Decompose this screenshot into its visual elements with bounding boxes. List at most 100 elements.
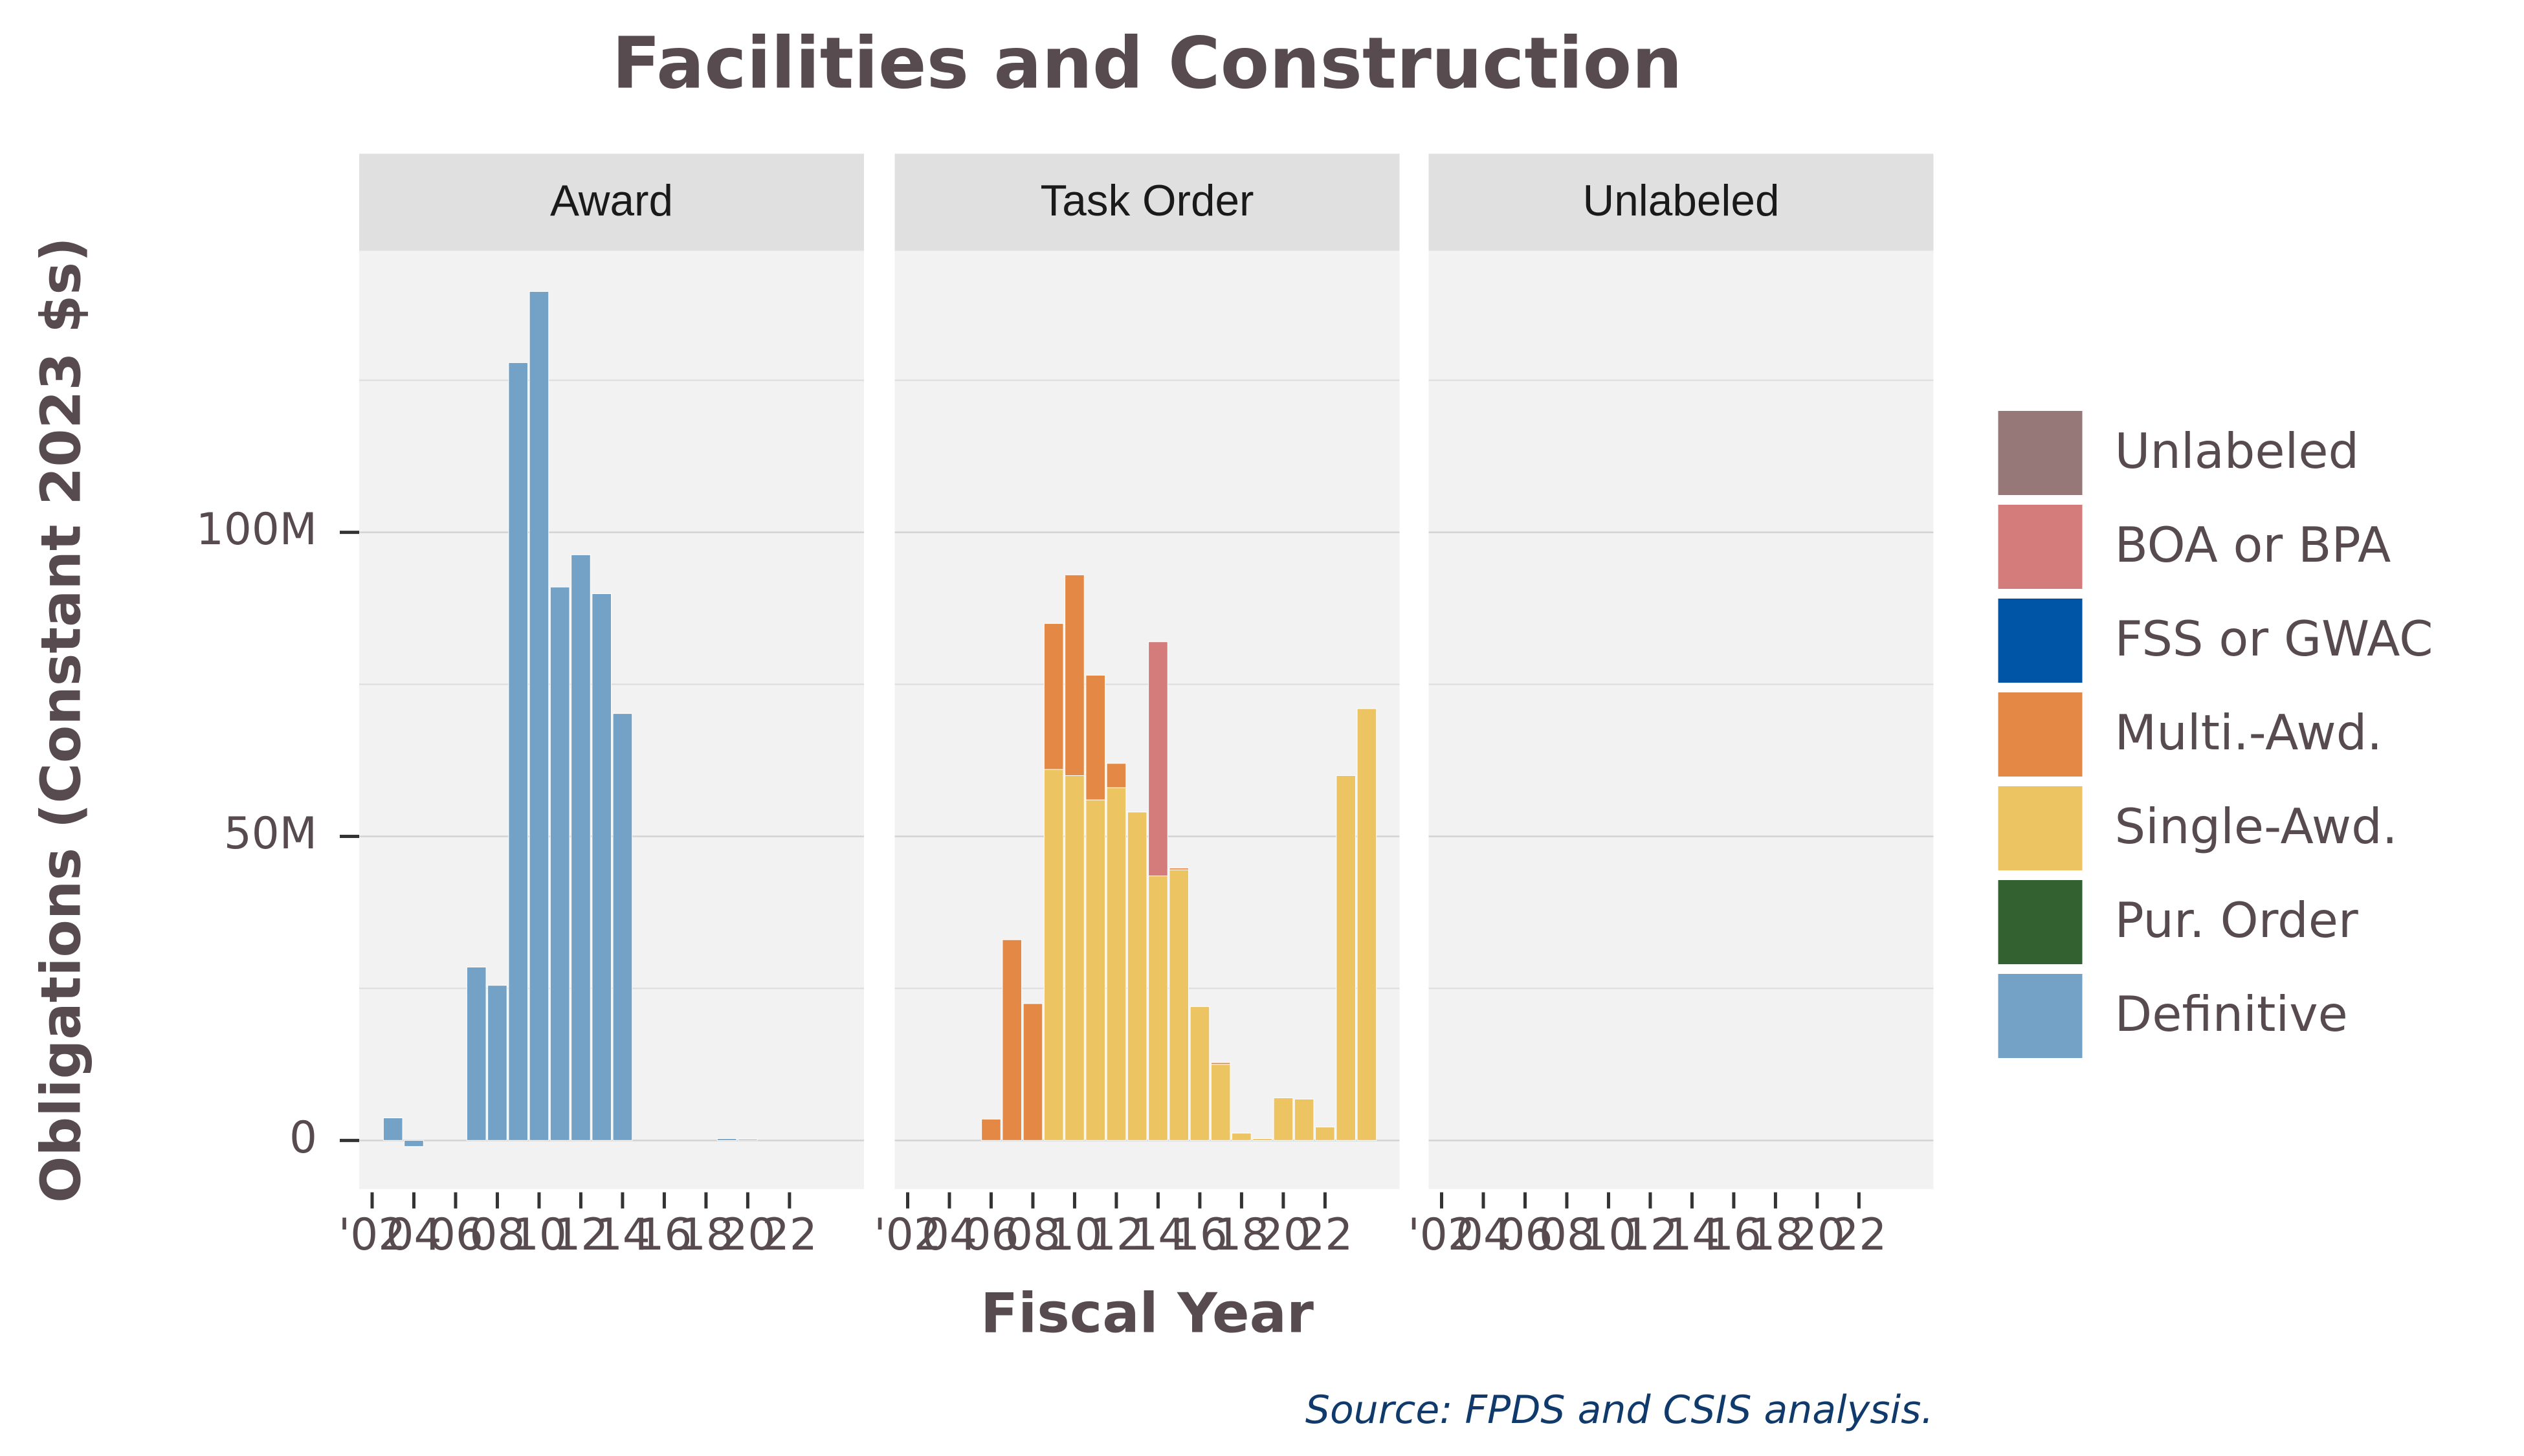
x-tick-label: 08	[1539, 1209, 1595, 1260]
legend-label: Pur. Order	[2115, 892, 2358, 949]
bar	[1252, 1138, 1272, 1141]
bar	[1210, 1064, 1231, 1141]
x-tick-label: 18	[1213, 1209, 1269, 1260]
bar	[1127, 811, 1147, 1141]
bar	[1002, 939, 1023, 1141]
x-tick-label: '02	[338, 1209, 406, 1260]
bar	[716, 1138, 737, 1141]
x-tick-label: 20	[720, 1209, 775, 1260]
x-tick-label: 16	[1172, 1209, 1228, 1260]
x-tick-label: 20	[1256, 1209, 1311, 1260]
legend-key	[1995, 408, 2086, 498]
legend-key	[1995, 502, 2086, 592]
facet-label: Unlabeled	[1583, 177, 1780, 225]
bar	[592, 593, 612, 1141]
y-tick-label: 50M	[224, 808, 317, 859]
bar	[1210, 1062, 1231, 1065]
bar	[612, 713, 633, 1141]
y-axis-title: Obligations (Constant 2023 $s)	[29, 237, 93, 1203]
bar	[487, 985, 507, 1141]
x-tick-label: 10	[1580, 1209, 1636, 1260]
x-tick-label: 16	[1706, 1209, 1762, 1260]
bar	[1065, 775, 1085, 1141]
x-tick-label: 10	[1046, 1209, 1102, 1260]
x-tick-label: 14	[1130, 1209, 1186, 1260]
legend-key	[1995, 689, 2086, 780]
x-tick-label: 04	[386, 1209, 442, 1260]
bar	[1023, 1003, 1043, 1141]
facet-strip	[359, 153, 864, 251]
bar	[1169, 867, 1190, 870]
chart-title: Facilities and Construction	[612, 21, 1682, 104]
legend-label: BOA or BPA	[2115, 516, 2391, 573]
bar	[1232, 1132, 1252, 1141]
bar	[466, 966, 487, 1141]
x-tick-label: 22	[1297, 1209, 1353, 1260]
x-tick-label: 08	[1005, 1209, 1061, 1260]
legend-label: Unlabeled	[2115, 423, 2360, 480]
bar	[549, 586, 570, 1141]
facet-label: Task Order	[1040, 177, 1254, 225]
legend-key	[1995, 783, 2086, 874]
bar	[1043, 769, 1064, 1141]
bar	[1294, 1098, 1314, 1141]
x-tick-label: 20	[1789, 1209, 1845, 1260]
x-tick-label: 08	[470, 1209, 526, 1260]
y-tick-label: 100M	[196, 503, 317, 555]
legend-label: Definitive	[2115, 986, 2348, 1042]
bar	[1336, 775, 1356, 1141]
x-tick-label: 06	[1498, 1209, 1553, 1260]
panel-background	[1428, 250, 1934, 1189]
x-axis-title: Fiscal Year	[980, 1281, 1314, 1345]
bar	[1065, 574, 1085, 776]
x-tick-label: 10	[511, 1209, 567, 1260]
legend-key	[1995, 595, 2086, 686]
x-tick-label: '02	[1408, 1209, 1475, 1260]
legend-key	[1995, 971, 2086, 1061]
y-tick-label: 0	[289, 1112, 317, 1163]
bar	[508, 362, 529, 1141]
bar	[1106, 763, 1127, 788]
bar	[1148, 641, 1168, 877]
x-tick-label: 16	[636, 1209, 692, 1260]
bar	[571, 554, 591, 1141]
x-tick-label: 12	[1622, 1209, 1678, 1260]
facet-strip	[1428, 153, 1934, 251]
bar	[1106, 787, 1127, 1141]
legend-label: FSS or GWAC	[2115, 610, 2433, 667]
legend-key	[1995, 877, 2086, 967]
x-tick-label: 18	[1747, 1209, 1803, 1260]
x-tick-label: 12	[553, 1209, 608, 1260]
bar	[404, 1140, 424, 1147]
bar	[1043, 623, 1064, 770]
bar	[1085, 799, 1106, 1141]
bar	[1356, 708, 1377, 1141]
facet-strip	[894, 153, 1400, 251]
x-tick-label: 04	[1456, 1209, 1511, 1260]
x-tick-label: '02	[874, 1209, 941, 1260]
x-tick-label: 14	[1664, 1209, 1720, 1260]
facet-label: Award	[550, 177, 673, 225]
bar	[738, 1138, 758, 1141]
bar	[1169, 869, 1190, 1141]
x-tick-label: 14	[595, 1209, 650, 1260]
x-tick-label: 18	[678, 1209, 734, 1260]
x-tick-label: 22	[762, 1209, 817, 1260]
bar	[1315, 1127, 1335, 1141]
bar	[1085, 674, 1106, 800]
legend-label: Single-Awd.	[2115, 798, 2398, 855]
bar	[529, 291, 549, 1141]
x-tick-label: 06	[428, 1209, 483, 1260]
legend-label: Multi.-Awd.	[2115, 704, 2383, 761]
x-tick-label: 06	[964, 1209, 1019, 1260]
bar	[981, 1118, 1001, 1141]
x-tick-label: 22	[1831, 1209, 1887, 1260]
bar	[1190, 1006, 1210, 1141]
x-tick-label: 12	[1089, 1209, 1144, 1260]
bar	[1148, 876, 1168, 1141]
bar	[382, 1118, 403, 1141]
source-note: Source: FPDS and CSIS analysis.	[1305, 1387, 1934, 1433]
bar	[1273, 1098, 1294, 1141]
